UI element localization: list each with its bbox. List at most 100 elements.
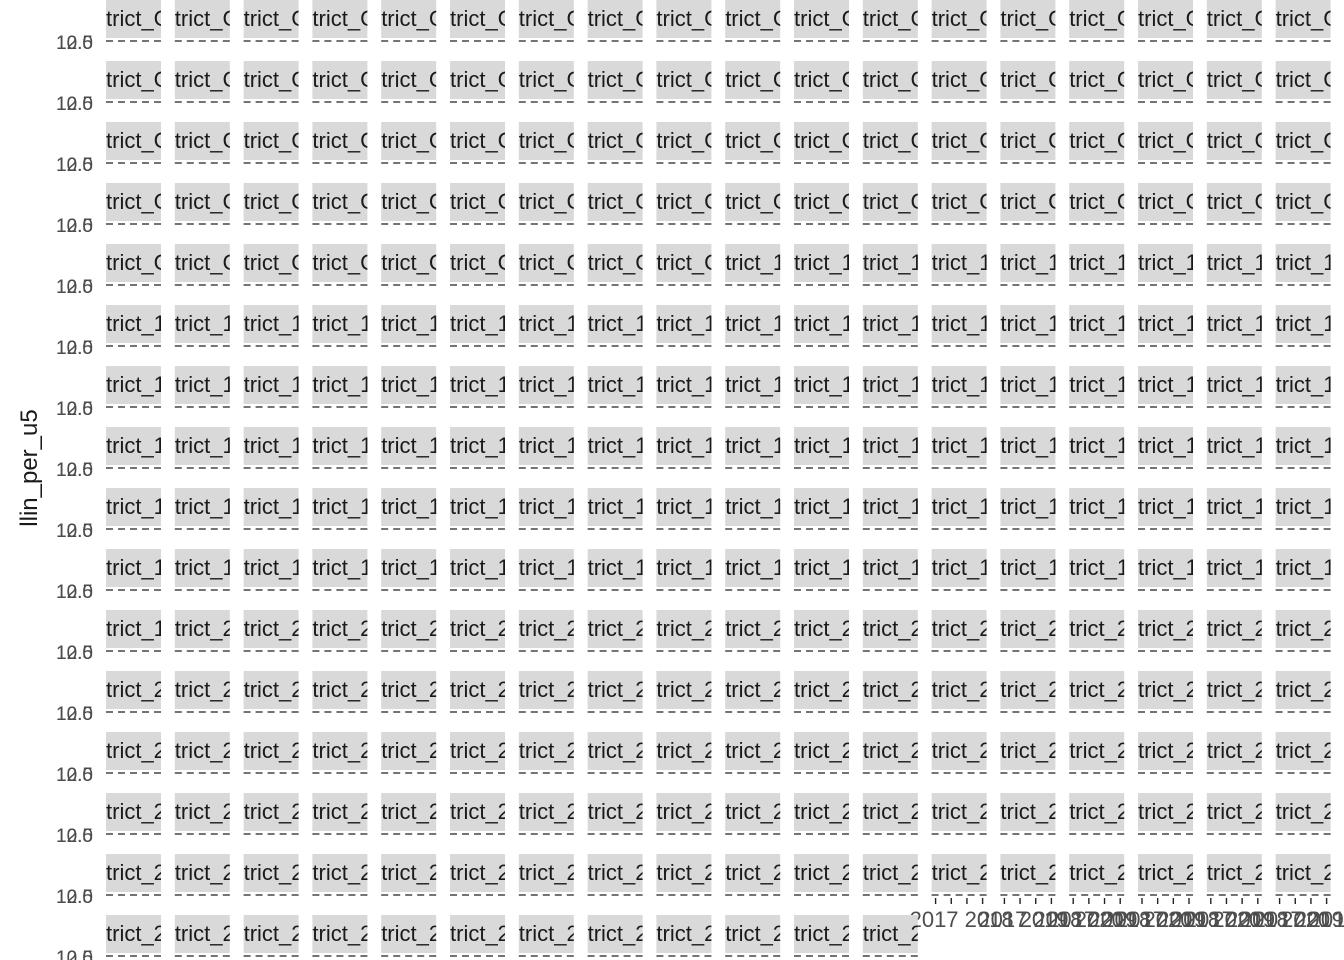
facet-strip-label: trict_1 xyxy=(244,311,304,336)
facet-strip-label: trict_2 xyxy=(863,616,923,641)
facet-strip-label: trict_C xyxy=(725,6,789,31)
facet-strip-label: trict_2 xyxy=(381,921,441,946)
facet-strip-label: trict_1 xyxy=(519,372,579,397)
facet-strip-label: trict_1 xyxy=(1276,494,1336,519)
facet-strip-label: trict_C xyxy=(1138,67,1202,92)
facet-strip-label: trict_C xyxy=(588,128,652,153)
facet-strip-label: trict_2 xyxy=(588,677,648,702)
facet-strip-label: trict_C xyxy=(450,128,514,153)
facet-strip-label: trict_1 xyxy=(656,433,716,458)
facet-strip-label: trict_2 xyxy=(519,921,579,946)
facet-strip-label: trict_1 xyxy=(863,494,923,519)
facet-strip-label: trict_2 xyxy=(381,799,441,824)
facet-strip-label: trict_1 xyxy=(175,311,235,336)
facet-strip-label: trict_1 xyxy=(1207,372,1267,397)
facet-strip-label: trict_1 xyxy=(725,494,785,519)
facet-strip-label: trict_C xyxy=(312,6,376,31)
facet-strip-label: trict_1 xyxy=(1069,494,1129,519)
facet-strip-label: trict_1 xyxy=(794,555,854,580)
y-tick-label: 12.5 xyxy=(56,582,93,603)
facet-strip-label: trict_1 xyxy=(519,433,579,458)
facet-strip-label: trict_2 xyxy=(588,860,648,885)
facet-strip-label: trict_2 xyxy=(519,738,579,763)
facet-strip-label: trict_C xyxy=(106,6,170,31)
facet-strip-label: trict_2 xyxy=(1000,799,1060,824)
facet-strip-label: trict_C xyxy=(1276,67,1340,92)
facet-strip-label: trict_1 xyxy=(794,372,854,397)
facet-strip-label: trict_1 xyxy=(794,494,854,519)
facet-strip-label: trict_2 xyxy=(175,860,235,885)
y-tick-label: 12.5 xyxy=(56,460,93,481)
facet-strip-label: trict_2 xyxy=(1000,677,1060,702)
facet-strip-label: trict_2 xyxy=(175,616,235,641)
facet-strip-label: trict_2 xyxy=(1207,677,1267,702)
facet-strip-label: trict_1 xyxy=(106,372,166,397)
facet-strip-label: trict_2 xyxy=(244,860,304,885)
facet-strip-label: trict_2 xyxy=(244,799,304,824)
facet-strip-label: trict_1 xyxy=(1276,250,1336,275)
facet-strip-label: trict_1 xyxy=(175,555,235,580)
facet-strip-label: trict_2 xyxy=(519,677,579,702)
facet-strip-label: trict_1 xyxy=(312,372,372,397)
facet-strip-label: trict_2 xyxy=(1276,677,1336,702)
facet-strip-label: trict_1 xyxy=(175,372,235,397)
facet-strip-label: trict_C xyxy=(863,128,927,153)
facet-strip-label: trict_C xyxy=(450,189,514,214)
facet-strip-label: trict_C xyxy=(794,128,858,153)
facet-strip-label: trict_1 xyxy=(519,494,579,519)
facet-strip-label: trict_2 xyxy=(1000,616,1060,641)
facet-strip-label: trict_C xyxy=(312,189,376,214)
facet-strip-label: trict_2 xyxy=(175,738,235,763)
facet-strip-label: trict_C xyxy=(450,6,514,31)
facet-strip-label: trict_2 xyxy=(725,677,785,702)
facet-strip-label: trict_1 xyxy=(863,311,923,336)
facet-strip-label: trict_2 xyxy=(175,799,235,824)
facet-strip-label: trict_2 xyxy=(244,738,304,763)
facet-strip-label: trict_2 xyxy=(1138,738,1198,763)
facet-strip-label: trict_1 xyxy=(1207,494,1267,519)
facet-strip-label: trict_1 xyxy=(794,250,854,275)
facet-strip-label: trict_C xyxy=(244,250,308,275)
facet-strip-label: trict_1 xyxy=(450,372,510,397)
facet-strip-label: trict_2 xyxy=(588,921,648,946)
facet-strip-label: trict_1 xyxy=(1138,494,1198,519)
facet-strip-label: trict_C xyxy=(519,6,583,31)
facet-strip-label: trict_C xyxy=(932,128,996,153)
facet-strip-label: trict_2 xyxy=(450,738,510,763)
facet-strip-label: trict_2 xyxy=(656,738,716,763)
facet-strip-label: trict_1 xyxy=(725,250,785,275)
facet-strip-label: trict_2 xyxy=(1276,860,1336,885)
facet-strip-label: trict_2 xyxy=(794,616,854,641)
facet-strip-label: trict_2 xyxy=(106,921,166,946)
facet-strip-label: trict_C xyxy=(106,189,170,214)
facet-strip-label: trict_1 xyxy=(312,433,372,458)
facet-strip-label: trict_2 xyxy=(450,921,510,946)
facet-strip-label: trict_2 xyxy=(794,860,854,885)
facet-strip-label: trict_1 xyxy=(1000,372,1060,397)
facet-strip-label: trict_C xyxy=(381,250,445,275)
facet-strip-label: trict_2 xyxy=(450,799,510,824)
facet-strip-label: trict_1 xyxy=(381,555,441,580)
facet-strip-label: trict_1 xyxy=(450,311,510,336)
facet-strip-label: trict_2 xyxy=(932,616,992,641)
facet-strip-label: trict_1 xyxy=(588,433,648,458)
facet-strip-label: trict_2 xyxy=(1069,860,1129,885)
facet-strip-label: trict_1 xyxy=(794,311,854,336)
facet-strip-label: trict_C xyxy=(519,189,583,214)
facet-strip-label: trict_2 xyxy=(175,921,235,946)
facet-strip-label: trict_1 xyxy=(656,494,716,519)
facet-strip-label: trict_C xyxy=(175,6,239,31)
facet-strip-label: trict_C xyxy=(932,6,996,31)
facet-strip-label: trict_2 xyxy=(312,799,372,824)
facet-strip-label: trict_2 xyxy=(244,921,304,946)
facet-strip-label: trict_1 xyxy=(794,433,854,458)
facet-strip-label: trict_C xyxy=(450,250,514,275)
facet-strip-label: trict_C xyxy=(588,67,652,92)
facet-strip-label: trict_C xyxy=(175,128,239,153)
y-tick-label: 12.5 xyxy=(56,155,93,176)
facet-strip-label: trict_1 xyxy=(106,311,166,336)
facet-strip-label: trict_C xyxy=(794,67,858,92)
y-tick-label: 12.5 xyxy=(56,399,93,420)
facet-strip-label: trict_1 xyxy=(519,555,579,580)
